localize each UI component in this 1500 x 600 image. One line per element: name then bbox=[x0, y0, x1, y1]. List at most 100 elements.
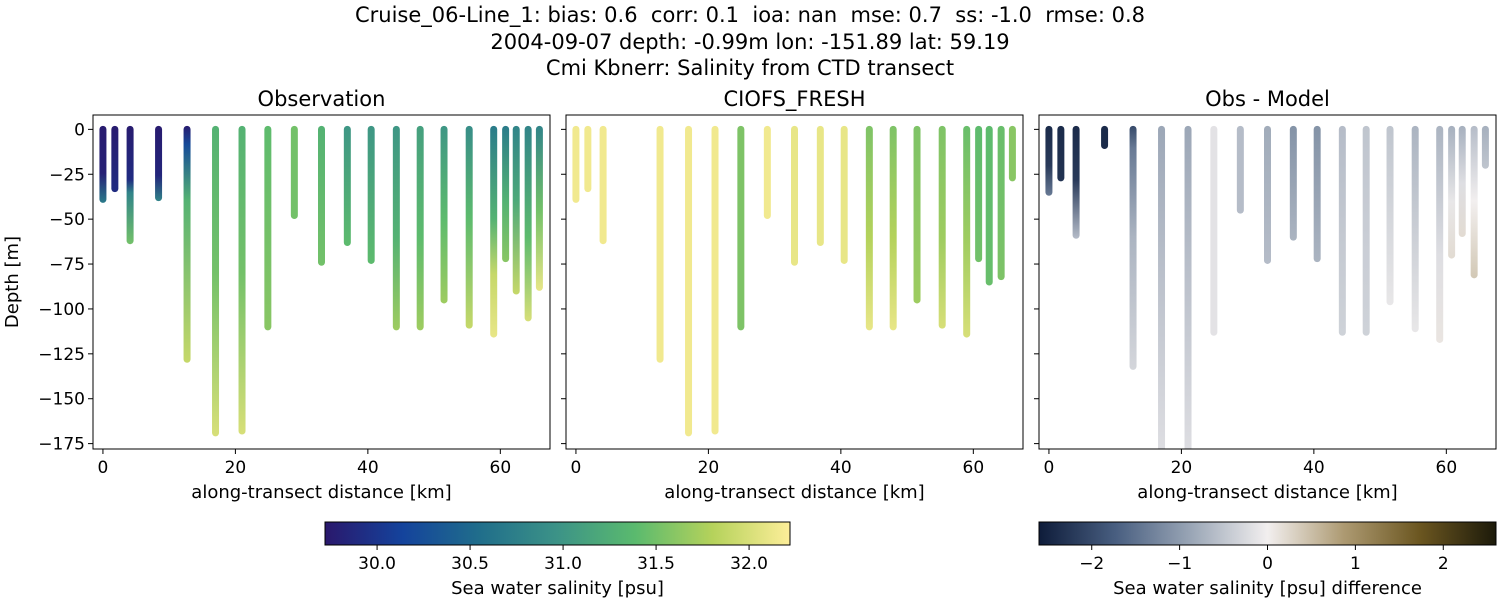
profile-x-60.8 bbox=[975, 125, 983, 263]
profile-x-44.3 bbox=[392, 125, 400, 331]
profile-x-51.5 bbox=[913, 125, 921, 304]
x-tick-label: 40 bbox=[357, 458, 379, 478]
profile-x-64.2 bbox=[524, 125, 532, 322]
profile-x-36.9 bbox=[343, 125, 351, 246]
profile-x-64.2 bbox=[1470, 125, 1478, 279]
profile-x-12.7 bbox=[656, 125, 664, 363]
figure-title-line-2: 2004-09-07 depth: -0.99m lon: -151.89 la… bbox=[490, 30, 1010, 54]
y-tick-label: 0 bbox=[74, 120, 85, 140]
profile-x-8.4 bbox=[155, 125, 163, 202]
profile-x-17 bbox=[212, 125, 220, 437]
profile-x-59 bbox=[963, 125, 971, 338]
profiles bbox=[99, 125, 543, 437]
y-tick-label: −100 bbox=[38, 300, 85, 320]
profile-x-59 bbox=[490, 125, 498, 338]
profile-x-62.4 bbox=[985, 125, 993, 286]
colorbar-tick-label: 30.5 bbox=[451, 554, 489, 574]
profile-x-33 bbox=[791, 125, 798, 266]
colorbar-gradient bbox=[324, 521, 791, 546]
x-tick-label: 40 bbox=[1303, 458, 1325, 478]
profile-x-1.8 bbox=[111, 125, 119, 193]
axes-frame bbox=[565, 114, 1024, 450]
y-tick-label: −150 bbox=[38, 390, 85, 410]
colorbar-gradient bbox=[1038, 521, 1497, 546]
x-tick-label: 60 bbox=[1436, 458, 1458, 478]
profile-x-65.9 bbox=[1008, 125, 1016, 182]
profile-x-24.9 bbox=[1210, 125, 1218, 336]
x-tick-label: 20 bbox=[1171, 458, 1193, 478]
profile-x-4.1 bbox=[126, 125, 134, 245]
profile-x-33 bbox=[1264, 125, 1271, 264]
colorbar-label: Sea water salinity [psu] difference bbox=[1113, 578, 1422, 599]
profile-x-65.9 bbox=[1481, 125, 1489, 169]
colorbar-tick-label: 31.0 bbox=[544, 554, 582, 574]
y-tick-label: −175 bbox=[38, 435, 85, 455]
x-tick-label: 20 bbox=[698, 458, 720, 478]
figure-title-line-1: Cruise_06-Line_1: bias: 0.6 corr: 0.1 io… bbox=[354, 3, 1145, 27]
profile-x-44.3 bbox=[865, 125, 873, 331]
profile-x-33 bbox=[318, 125, 325, 266]
profile-x-36.9 bbox=[816, 125, 824, 246]
colorbar-tick-label: −2 bbox=[1079, 554, 1104, 574]
panel-title: Obs - Model bbox=[1205, 87, 1330, 111]
profile-x-0 bbox=[99, 125, 107, 203]
profile-x-8.4 bbox=[1101, 125, 1109, 150]
colorbar-tick-label: 31.5 bbox=[637, 554, 675, 574]
profile-x-24.9 bbox=[737, 125, 745, 331]
y-tick-label: −50 bbox=[49, 210, 85, 230]
profile-x-17 bbox=[1158, 125, 1166, 449]
colorbar-label: Sea water salinity [psu] bbox=[451, 578, 664, 599]
profile-x-21 bbox=[711, 125, 719, 435]
profile-x-21 bbox=[1184, 125, 1192, 449]
colorbar-tick-label: 0 bbox=[1262, 554, 1273, 574]
panel-2: CIOFS_FRESH 0 20 40 60 along-transect distanc… bbox=[561, 87, 1024, 503]
profile-x-59 bbox=[1436, 125, 1444, 343]
profile-x-62.4 bbox=[1458, 125, 1466, 238]
profile-x-44.3 bbox=[1338, 125, 1346, 336]
profile-x-55.3 bbox=[465, 125, 473, 329]
profiles bbox=[1045, 125, 1489, 449]
profile-x-55.3 bbox=[938, 125, 946, 329]
colorbar-tick-label: 1 bbox=[1350, 554, 1361, 574]
colorbar-tick-label: 30.0 bbox=[358, 554, 396, 574]
y-tick-label: −125 bbox=[38, 345, 85, 365]
panel-title: CIOFS_FRESH bbox=[724, 87, 866, 112]
profile-x-40.5 bbox=[1313, 125, 1321, 263]
profile-x-1.8 bbox=[584, 125, 592, 193]
y-axis-label: Depth [m] bbox=[2, 236, 23, 328]
colorbar-tick-label: −1 bbox=[1167, 554, 1192, 574]
profile-x-60.8 bbox=[502, 125, 510, 263]
profile-x-40.5 bbox=[840, 125, 848, 264]
profile-x-24.9 bbox=[264, 125, 272, 331]
profile-x-21 bbox=[238, 125, 246, 435]
profile-x-0 bbox=[572, 125, 580, 203]
profile-x-28.9 bbox=[290, 125, 298, 220]
colorbar-tick-label: 2 bbox=[1438, 554, 1449, 574]
profile-x-51.5 bbox=[1386, 125, 1394, 306]
profile-x-51.5 bbox=[440, 125, 448, 304]
axes-frame bbox=[1038, 114, 1497, 450]
profiles bbox=[572, 125, 1016, 437]
x-tick-label: 0 bbox=[98, 458, 109, 478]
profile-x-47.9 bbox=[889, 125, 897, 331]
x-tick-label: 40 bbox=[830, 458, 852, 478]
profile-x-62.4 bbox=[512, 125, 520, 295]
panel-3: Obs - Model 0 20 40 60 along-transect distanc… bbox=[1034, 87, 1497, 503]
panel-1: Observation 0 20 40 60 along-transect distanc… bbox=[2, 87, 551, 503]
profile-x-12.7 bbox=[183, 125, 191, 363]
profile-x-36.9 bbox=[1289, 125, 1297, 241]
x-tick-label: 0 bbox=[571, 458, 582, 478]
colorbar-tick-label: 32.0 bbox=[730, 554, 768, 574]
profile-x-0 bbox=[1045, 125, 1053, 196]
profile-x-60.8 bbox=[1448, 125, 1456, 259]
profile-x-55.3 bbox=[1411, 125, 1419, 333]
profile-x-64.2 bbox=[997, 125, 1005, 281]
profile-x-47.9 bbox=[1362, 125, 1370, 336]
profile-x-12.7 bbox=[1129, 125, 1137, 370]
profile-x-65.9 bbox=[535, 125, 543, 291]
axes-frame bbox=[92, 114, 551, 450]
panel-title: Observation bbox=[258, 87, 386, 111]
x-tick-label: 60 bbox=[490, 458, 512, 478]
colorbar-difference: −2 −1 0 1 2 Sea water salinity [psu] differen… bbox=[1038, 521, 1497, 599]
